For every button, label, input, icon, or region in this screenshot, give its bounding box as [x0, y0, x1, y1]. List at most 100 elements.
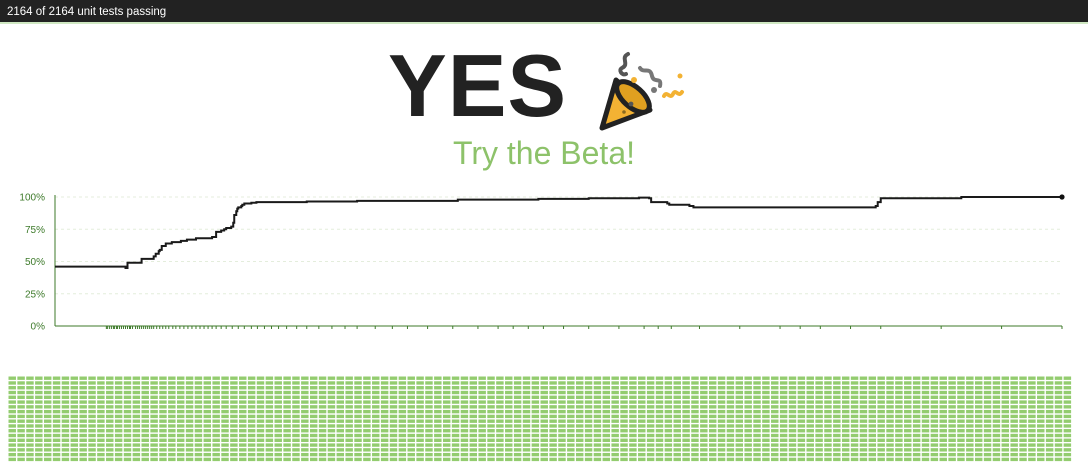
test-tile [620, 405, 628, 409]
test-tile [1028, 395, 1036, 399]
test-tile [1010, 390, 1018, 395]
test-tile [203, 433, 212, 438]
test-tile [558, 452, 566, 457]
test-tile [957, 390, 965, 395]
test-tile [957, 405, 965, 409]
test-tile [17, 381, 25, 385]
test-tile [930, 390, 939, 395]
test-tile [398, 452, 407, 457]
test-tile [451, 390, 460, 395]
test-tile [283, 443, 291, 447]
test-tile [611, 381, 619, 385]
test-tile [1037, 395, 1045, 399]
test-tile [638, 381, 646, 385]
test-tile [868, 457, 877, 462]
test-tile [797, 405, 806, 409]
test-tile [859, 386, 868, 390]
test-tile [434, 390, 442, 395]
test-tile [496, 414, 504, 419]
test-tile [283, 448, 291, 452]
test-tile [815, 433, 823, 438]
test-tile [1019, 429, 1027, 433]
test-tile [593, 443, 602, 447]
test-tile [203, 400, 212, 404]
test-tile [460, 400, 469, 404]
test-tile [132, 452, 141, 457]
test-tile [788, 433, 797, 438]
test-tile [859, 405, 868, 409]
test-tile [176, 400, 185, 404]
test-tile [797, 414, 806, 419]
test-tile [859, 424, 868, 428]
test-tile [895, 400, 903, 404]
test-tile [806, 386, 814, 390]
test-tile [292, 400, 300, 404]
test-tile [522, 448, 531, 452]
test-tile [513, 448, 522, 452]
test-tile [451, 381, 460, 385]
test-tile [549, 457, 557, 462]
test-tile [407, 376, 415, 380]
test-tile [558, 443, 566, 447]
test-tile [540, 438, 548, 442]
test-tile [735, 424, 744, 428]
test-tile [442, 433, 451, 438]
test-tile [372, 419, 380, 423]
test-tile [389, 400, 398, 404]
test-tile [646, 433, 655, 438]
test-tile [460, 448, 469, 452]
test-tile [1028, 443, 1036, 447]
test-tile [114, 395, 123, 399]
test-tile [1001, 395, 1010, 399]
try-beta-link[interactable]: Try the Beta! [453, 135, 635, 171]
test-tile [478, 390, 486, 395]
test-tile [1019, 381, 1027, 385]
test-tile [416, 443, 424, 447]
test-tile [150, 381, 158, 385]
test-tile [904, 452, 912, 457]
test-tile [815, 452, 823, 457]
test-tile [159, 419, 167, 423]
test-tile [593, 376, 602, 380]
test-tile [806, 390, 814, 395]
test-tile [912, 414, 921, 419]
test-tile [389, 405, 398, 409]
test-tile [1001, 452, 1010, 457]
test-tile [168, 414, 176, 419]
test-tile [221, 452, 229, 457]
test-tile [8, 386, 16, 390]
test-tile [301, 419, 309, 423]
test-tile [70, 424, 79, 428]
test-tile [558, 376, 566, 380]
test-tile [567, 409, 575, 414]
test-tile [558, 433, 566, 438]
test-tile [1037, 414, 1045, 419]
test-tile [354, 443, 362, 447]
test-tile [522, 457, 531, 462]
test-tile [664, 400, 673, 404]
test-tile [487, 429, 495, 433]
test-tile [877, 448, 885, 452]
test-tile [567, 381, 575, 385]
test-tile [895, 448, 903, 452]
test-tile [912, 448, 921, 452]
test-tile [513, 395, 522, 399]
test-tile [221, 457, 229, 462]
test-tile [230, 433, 238, 438]
test-tile [434, 457, 442, 462]
test-tile [247, 438, 256, 442]
test-tile [194, 409, 203, 414]
test-tile [265, 400, 274, 404]
test-tile [416, 419, 424, 423]
test-tile [700, 376, 708, 380]
test-tile [646, 405, 655, 409]
test-tile [114, 386, 123, 390]
test-tile [496, 448, 504, 452]
test-tile [114, 419, 123, 423]
test-tile [97, 419, 105, 423]
test-tile [132, 381, 141, 385]
test-tile [292, 405, 300, 409]
test-tile [17, 400, 25, 404]
test-tile [265, 448, 274, 452]
test-tile [691, 438, 699, 442]
